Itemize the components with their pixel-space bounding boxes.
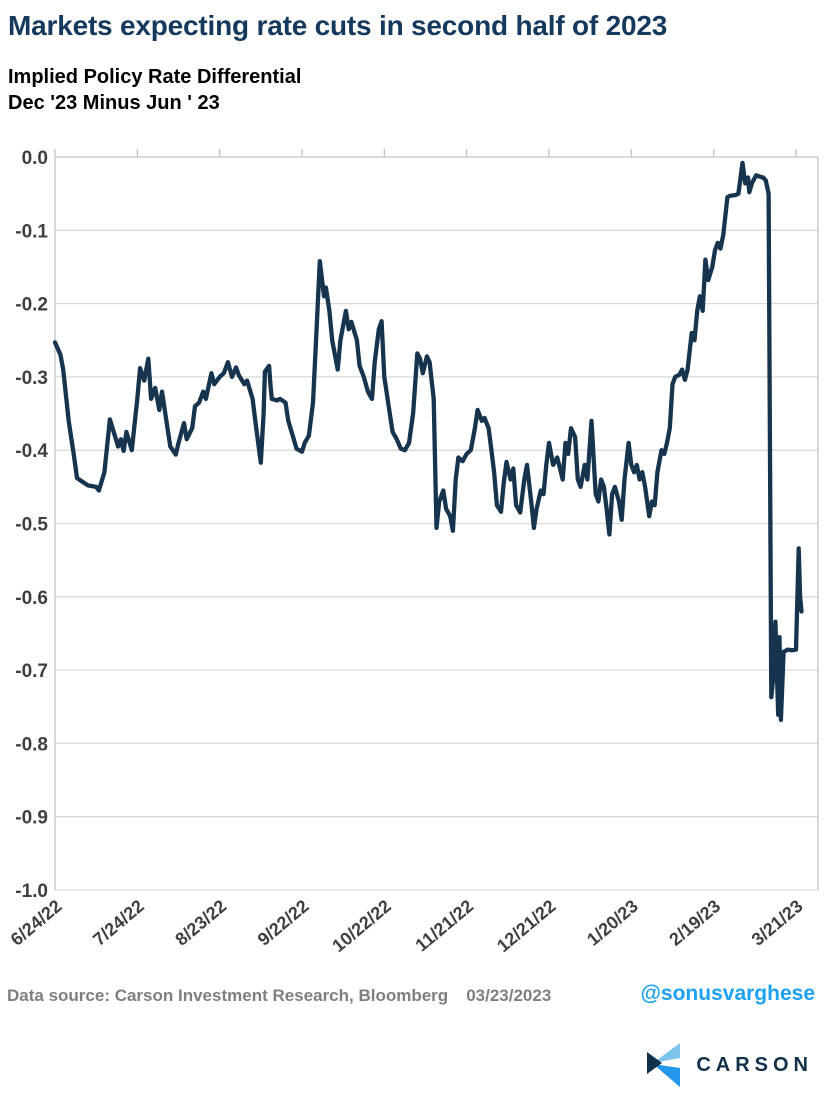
x-tick-label: 7/24/22 bbox=[89, 896, 148, 950]
y-tick-label: -0.6 bbox=[15, 588, 48, 609]
x-tick-label: 10/22/22 bbox=[328, 896, 395, 956]
chart-subtitle: Implied Policy Rate Differential Dec '23… bbox=[8, 64, 301, 116]
data-source-date: 03/23/2023 bbox=[466, 986, 552, 1005]
y-tick-label: -0.2 bbox=[15, 295, 48, 316]
y-tick-label: -0.1 bbox=[15, 221, 48, 242]
twitter-handle-link[interactable]: @sonusvarghese bbox=[640, 982, 815, 1005]
x-tick-label: 11/21/22 bbox=[411, 896, 477, 956]
carson-logo-icon bbox=[647, 1043, 681, 1087]
y-tick-label: -0.8 bbox=[15, 734, 48, 755]
subtitle-line-2: Dec '23 Minus Jun ' 23 bbox=[8, 92, 220, 114]
carson-logo: CARSON bbox=[646, 1042, 813, 1088]
line-chart: 0.0 -0.1 -0.2 -0.3 -0.4 -0.5 -0.6 -0.7 -0.8 -0.9 -… bbox=[7, 148, 819, 956]
data-source-text: Data source: Carson Investment Research,… bbox=[7, 986, 449, 1005]
y-tick-label: -0.4 bbox=[15, 441, 48, 462]
x-tick-label: 8/23/22 bbox=[171, 896, 230, 950]
x-tick-label: 9/22/22 bbox=[254, 896, 313, 950]
data-series-line bbox=[52, 160, 804, 723]
x-tick-label: 6/24/22 bbox=[7, 896, 66, 950]
y-tick-label: -1.0 bbox=[15, 881, 48, 902]
subtitle-line-1: Implied Policy Rate Differential bbox=[8, 66, 302, 88]
y-tick-label: -0.7 bbox=[15, 661, 48, 682]
x-tick-label: 12/21/22 bbox=[493, 896, 560, 956]
y-tick-label: -0.9 bbox=[15, 808, 48, 829]
y-tick-label: -0.5 bbox=[15, 515, 48, 536]
x-tick-label: 3/21/23 bbox=[748, 896, 807, 950]
y-tick-label: -0.3 bbox=[15, 368, 48, 389]
x-tick-label: 1/20/23 bbox=[583, 896, 642, 950]
x-tick-label: 2/19/23 bbox=[665, 896, 724, 950]
page-title: Markets expecting rate cuts in second ha… bbox=[8, 10, 668, 41]
data-source: Data source: Carson Investment Research,… bbox=[7, 986, 551, 1006]
carson-logo-text: CARSON bbox=[696, 1053, 813, 1076]
y-tick-label: 0.0 bbox=[22, 148, 48, 169]
